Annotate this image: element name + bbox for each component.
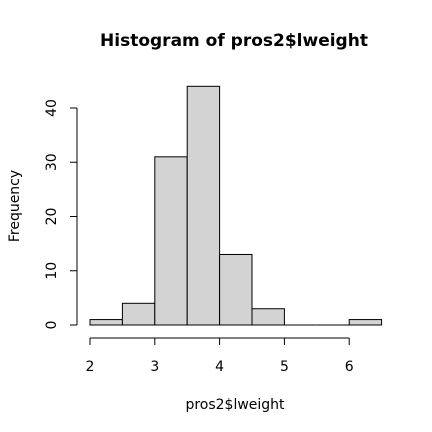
histogram-bar [219, 253, 253, 326]
x-tick-label: 5 [280, 359, 289, 375]
y-axis: 0 10 20 30 40 [44, 99, 78, 330]
chart-title: Histogram of pros2$lweight [100, 31, 368, 51]
histogram-bar [348, 319, 383, 326]
histogram-bar [186, 85, 221, 326]
x-tick-label: 6 [345, 359, 354, 375]
x-axis-label: pros2$lweight [185, 397, 285, 413]
y-tick-label: 0 [44, 321, 60, 330]
histogram-bar [89, 319, 123, 326]
x-tick-label: 2 [86, 359, 95, 375]
x-tick-label: 4 [215, 359, 224, 375]
histogram-bar [251, 308, 285, 326]
y-tick-label: 20 [44, 208, 60, 226]
y-axis-label: Frequency [7, 170, 23, 242]
histogram-bar [121, 302, 156, 326]
y-tick-label: 10 [44, 262, 60, 280]
bars-group [89, 85, 383, 326]
y-tick-label: 30 [44, 153, 60, 171]
histogram-bar [154, 156, 188, 326]
y-tick-label: 40 [44, 99, 60, 117]
x-tick-label: 3 [150, 359, 159, 375]
x-axis: 2 3 4 5 6 [86, 337, 354, 375]
